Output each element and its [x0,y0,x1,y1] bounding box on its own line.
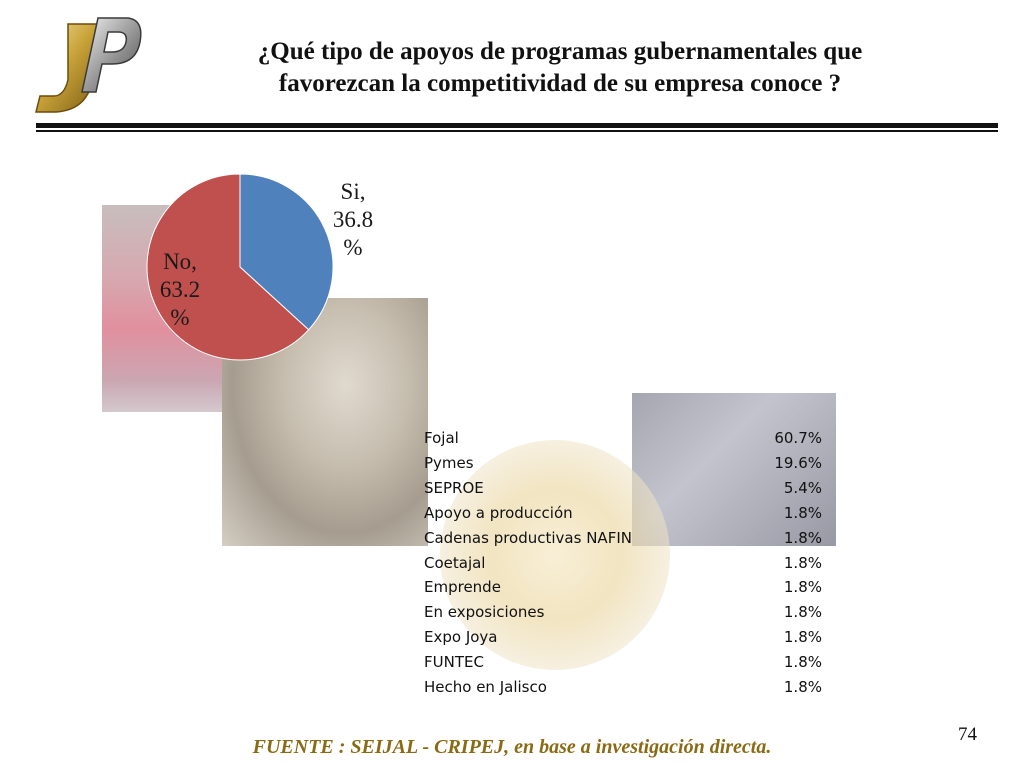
pie-label-line: No, [163,249,197,274]
program-name: Emprende [424,578,501,597]
program-name: Hecho en Jalisco [424,678,547,697]
source-note: FUENTE : SEIJAL - CRIPEJ, en base a inve… [252,736,772,758]
table-row: Expo Joya 1.8% [420,625,826,650]
program-percentage: 1.8% [783,503,822,522]
pie-label-line: 36.8 [333,207,373,232]
title-divider-thin [36,130,998,132]
program-percentage: 1.8% [783,528,822,547]
slide-title-line-1: ¿Qué tipo de apoyos de programas guberna… [257,38,863,65]
program-percentage: 1.8% [783,553,822,572]
program-percentage: 1.8% [783,603,822,622]
pie-slice-si [239,173,334,331]
program-percentage: 1.8% [783,678,822,697]
title-divider-thick [36,123,998,128]
program-percentage: 5.4% [783,478,822,497]
pie-labels: Si, 36.8 % No, 63.2% [160,179,373,330]
table-row: SEPROE 5.4% [420,476,826,501]
jp-logo [35,17,142,113]
slide-title: ¿Qué tipo de apoyos de programas guberna… [160,36,960,100]
program-name: Pymes [424,453,474,472]
table-row: Hecho en Jalisco 1.8% [420,675,826,700]
pie-slices [146,173,334,361]
program-percentage: 1.8% [783,653,822,672]
program-name: Apoyo a producción [424,503,573,522]
program-name: SEPROE [424,478,484,497]
slide-title-line-2: favorezcan la competitividad de su empre… [278,70,842,97]
table-row: En exposiciones 1.8% [420,600,826,625]
pie-label-line: 63.2 [160,277,200,302]
table-row: Fojal 60.7% [420,426,826,451]
table-row: Emprende 1.8% [420,575,826,600]
table-row: Coetajal 1.8% [420,551,826,576]
pie-label-no: No, 63.2% [160,249,200,330]
background-photo-jewelry [632,393,836,546]
table-row: Pymes 19.6% [420,451,826,476]
program-percentage: 19.6% [774,453,822,472]
table-row: FUNTEC 1.8% [420,650,826,675]
program-name: Fojal [424,429,459,447]
program-percentage: 60.7% [774,429,822,447]
table-row: Cadenas productivas NAFIN 1.8% [420,526,826,551]
pie-slice-no [146,173,310,361]
page-number: 74 [958,724,977,745]
pie-label-line: Si, [341,179,366,204]
program-name: Cadenas productivas NAFIN [424,528,632,547]
programs-table: Fojal 60.7% Pymes 19.6% SEPROE 5.4% Apoyo a pr… [420,426,826,700]
program-percentage: 1.8% [783,628,822,647]
program-name: Coetajal [424,553,486,572]
pie-label-line: % [170,305,189,330]
background-photo-gold-jewelry [440,440,670,670]
program-name: En exposiciones [424,603,545,622]
pie-label-line: % [343,235,362,260]
program-name: Expo Joya [424,628,498,647]
pie-label-si: Si, 36.8% [333,179,373,260]
table-row: Apoyo a producción 1.8% [420,501,826,526]
logo-p-shape [81,17,142,93]
program-percentage: 1.8% [783,578,822,597]
program-name: FUNTEC [424,653,484,672]
